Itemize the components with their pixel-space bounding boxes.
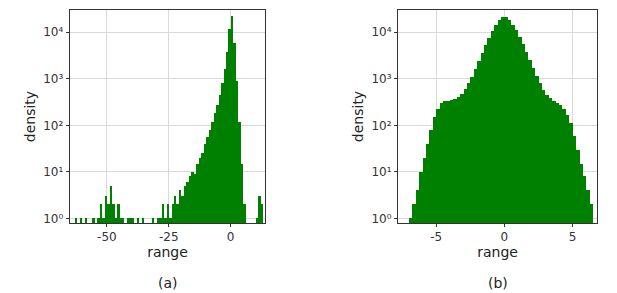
svg-text:10³: 10³ xyxy=(371,72,391,86)
svg-text:10²: 10² xyxy=(371,119,391,133)
svg-text:range: range xyxy=(147,244,188,260)
svg-text:(b): (b) xyxy=(488,275,508,291)
svg-text:0: 0 xyxy=(227,230,235,244)
svg-text:10²: 10² xyxy=(43,119,63,133)
svg-text:-5: -5 xyxy=(430,230,442,244)
svg-text:density: density xyxy=(22,91,38,142)
svg-text:-50: -50 xyxy=(97,230,117,244)
svg-text:10⁰: 10⁰ xyxy=(43,212,63,226)
svg-text:-25: -25 xyxy=(159,230,179,244)
svg-text:10³: 10³ xyxy=(43,72,63,86)
svg-text:10⁴: 10⁴ xyxy=(43,25,63,39)
svg-text:(a): (a) xyxy=(158,275,178,291)
svg-text:10⁴: 10⁴ xyxy=(371,25,391,39)
svg-text:range: range xyxy=(477,244,518,260)
svg-text:0: 0 xyxy=(501,230,509,244)
svg-text:10¹: 10¹ xyxy=(43,165,63,179)
svg-text:density: density xyxy=(350,91,366,142)
svg-text:10⁰: 10⁰ xyxy=(371,212,391,226)
svg-text:5: 5 xyxy=(569,230,577,244)
svg-text:10¹: 10¹ xyxy=(371,165,391,179)
